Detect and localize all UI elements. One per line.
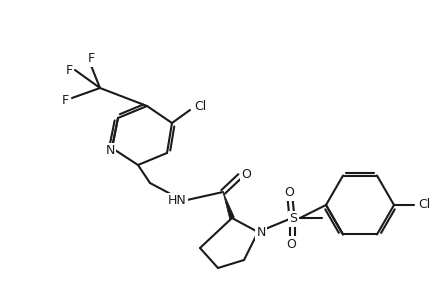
- Text: F: F: [65, 63, 72, 77]
- Text: O: O: [286, 238, 296, 251]
- Text: F: F: [61, 94, 68, 107]
- Text: N: N: [256, 226, 266, 240]
- Text: HN: HN: [168, 194, 186, 207]
- Text: S: S: [289, 213, 297, 226]
- Text: N: N: [105, 145, 115, 158]
- Text: Cl: Cl: [418, 198, 430, 211]
- Text: O: O: [241, 168, 251, 181]
- Text: F: F: [88, 52, 95, 65]
- Text: O: O: [284, 187, 294, 200]
- Polygon shape: [223, 192, 234, 219]
- Text: Cl: Cl: [194, 101, 206, 113]
